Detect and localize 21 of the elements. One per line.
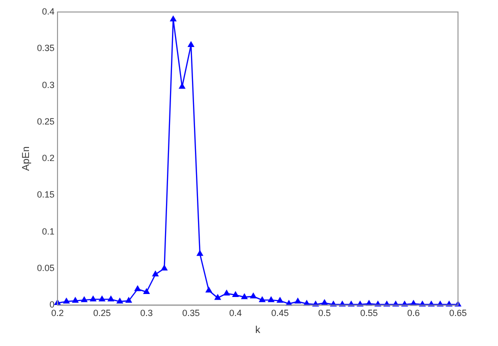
y-tick-label: 0	[50, 300, 55, 310]
y-tick-label: 0.35	[36, 43, 55, 54]
x-tick-label: 0.35	[182, 308, 200, 318]
y-tick-label: 0.3	[42, 80, 55, 90]
y-tick-label: 0.4	[42, 6, 55, 16]
y-axis-title: ApEn	[20, 146, 32, 171]
x-tick-label: 0.55	[360, 308, 378, 318]
x-axis-title: k	[255, 324, 262, 336]
x-tick-label: 0.6	[407, 308, 420, 318]
x-tick-label: 0.3	[140, 308, 153, 318]
x-tick-label: 0.65	[449, 308, 467, 318]
x-tick-label: 0.25	[93, 308, 111, 318]
y-tick-label: 0.05	[36, 263, 55, 274]
x-tick-label: 0.4	[229, 308, 242, 318]
x-tick-label: 0.2	[51, 308, 64, 318]
y-tick-label: 0.25	[36, 116, 55, 126]
x-tick-label: 0.5	[318, 308, 331, 318]
x-tick-label: 0.45	[271, 308, 289, 318]
y-tick-label: 0.1	[42, 226, 55, 236]
y-tick-label: 0.15	[36, 190, 55, 200]
y-tick-label: 0.2	[42, 153, 55, 164]
